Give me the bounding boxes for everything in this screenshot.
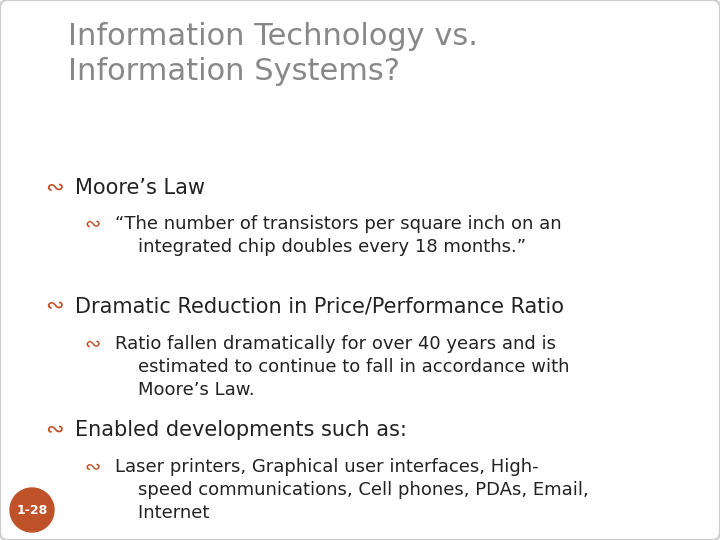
Text: Dramatic Reduction in Price/Performance Ratio: Dramatic Reduction in Price/Performance … <box>75 296 564 316</box>
Text: ∾: ∾ <box>45 178 63 198</box>
Text: Enabled developments such as:: Enabled developments such as: <box>75 420 407 440</box>
Text: ∾: ∾ <box>85 335 102 354</box>
Text: Information Technology vs.
Information Systems?: Information Technology vs. Information S… <box>68 22 478 86</box>
Text: ∾: ∾ <box>85 458 102 477</box>
Text: ∾: ∾ <box>85 215 102 234</box>
Text: 1-28: 1-28 <box>17 503 48 516</box>
Text: ∾: ∾ <box>45 296 63 316</box>
Text: Ratio fallen dramatically for over 40 years and is
    estimated to continue to : Ratio fallen dramatically for over 40 ye… <box>115 335 570 399</box>
Text: ∾: ∾ <box>45 420 63 440</box>
Circle shape <box>10 488 54 532</box>
Text: Laser printers, Graphical user interfaces, High-
    speed communications, Cell : Laser printers, Graphical user interface… <box>115 458 589 522</box>
Text: “The number of transistors per square inch on an
    integrated chip doubles eve: “The number of transistors per square in… <box>115 215 562 256</box>
Text: Moore’s Law: Moore’s Law <box>75 178 205 198</box>
